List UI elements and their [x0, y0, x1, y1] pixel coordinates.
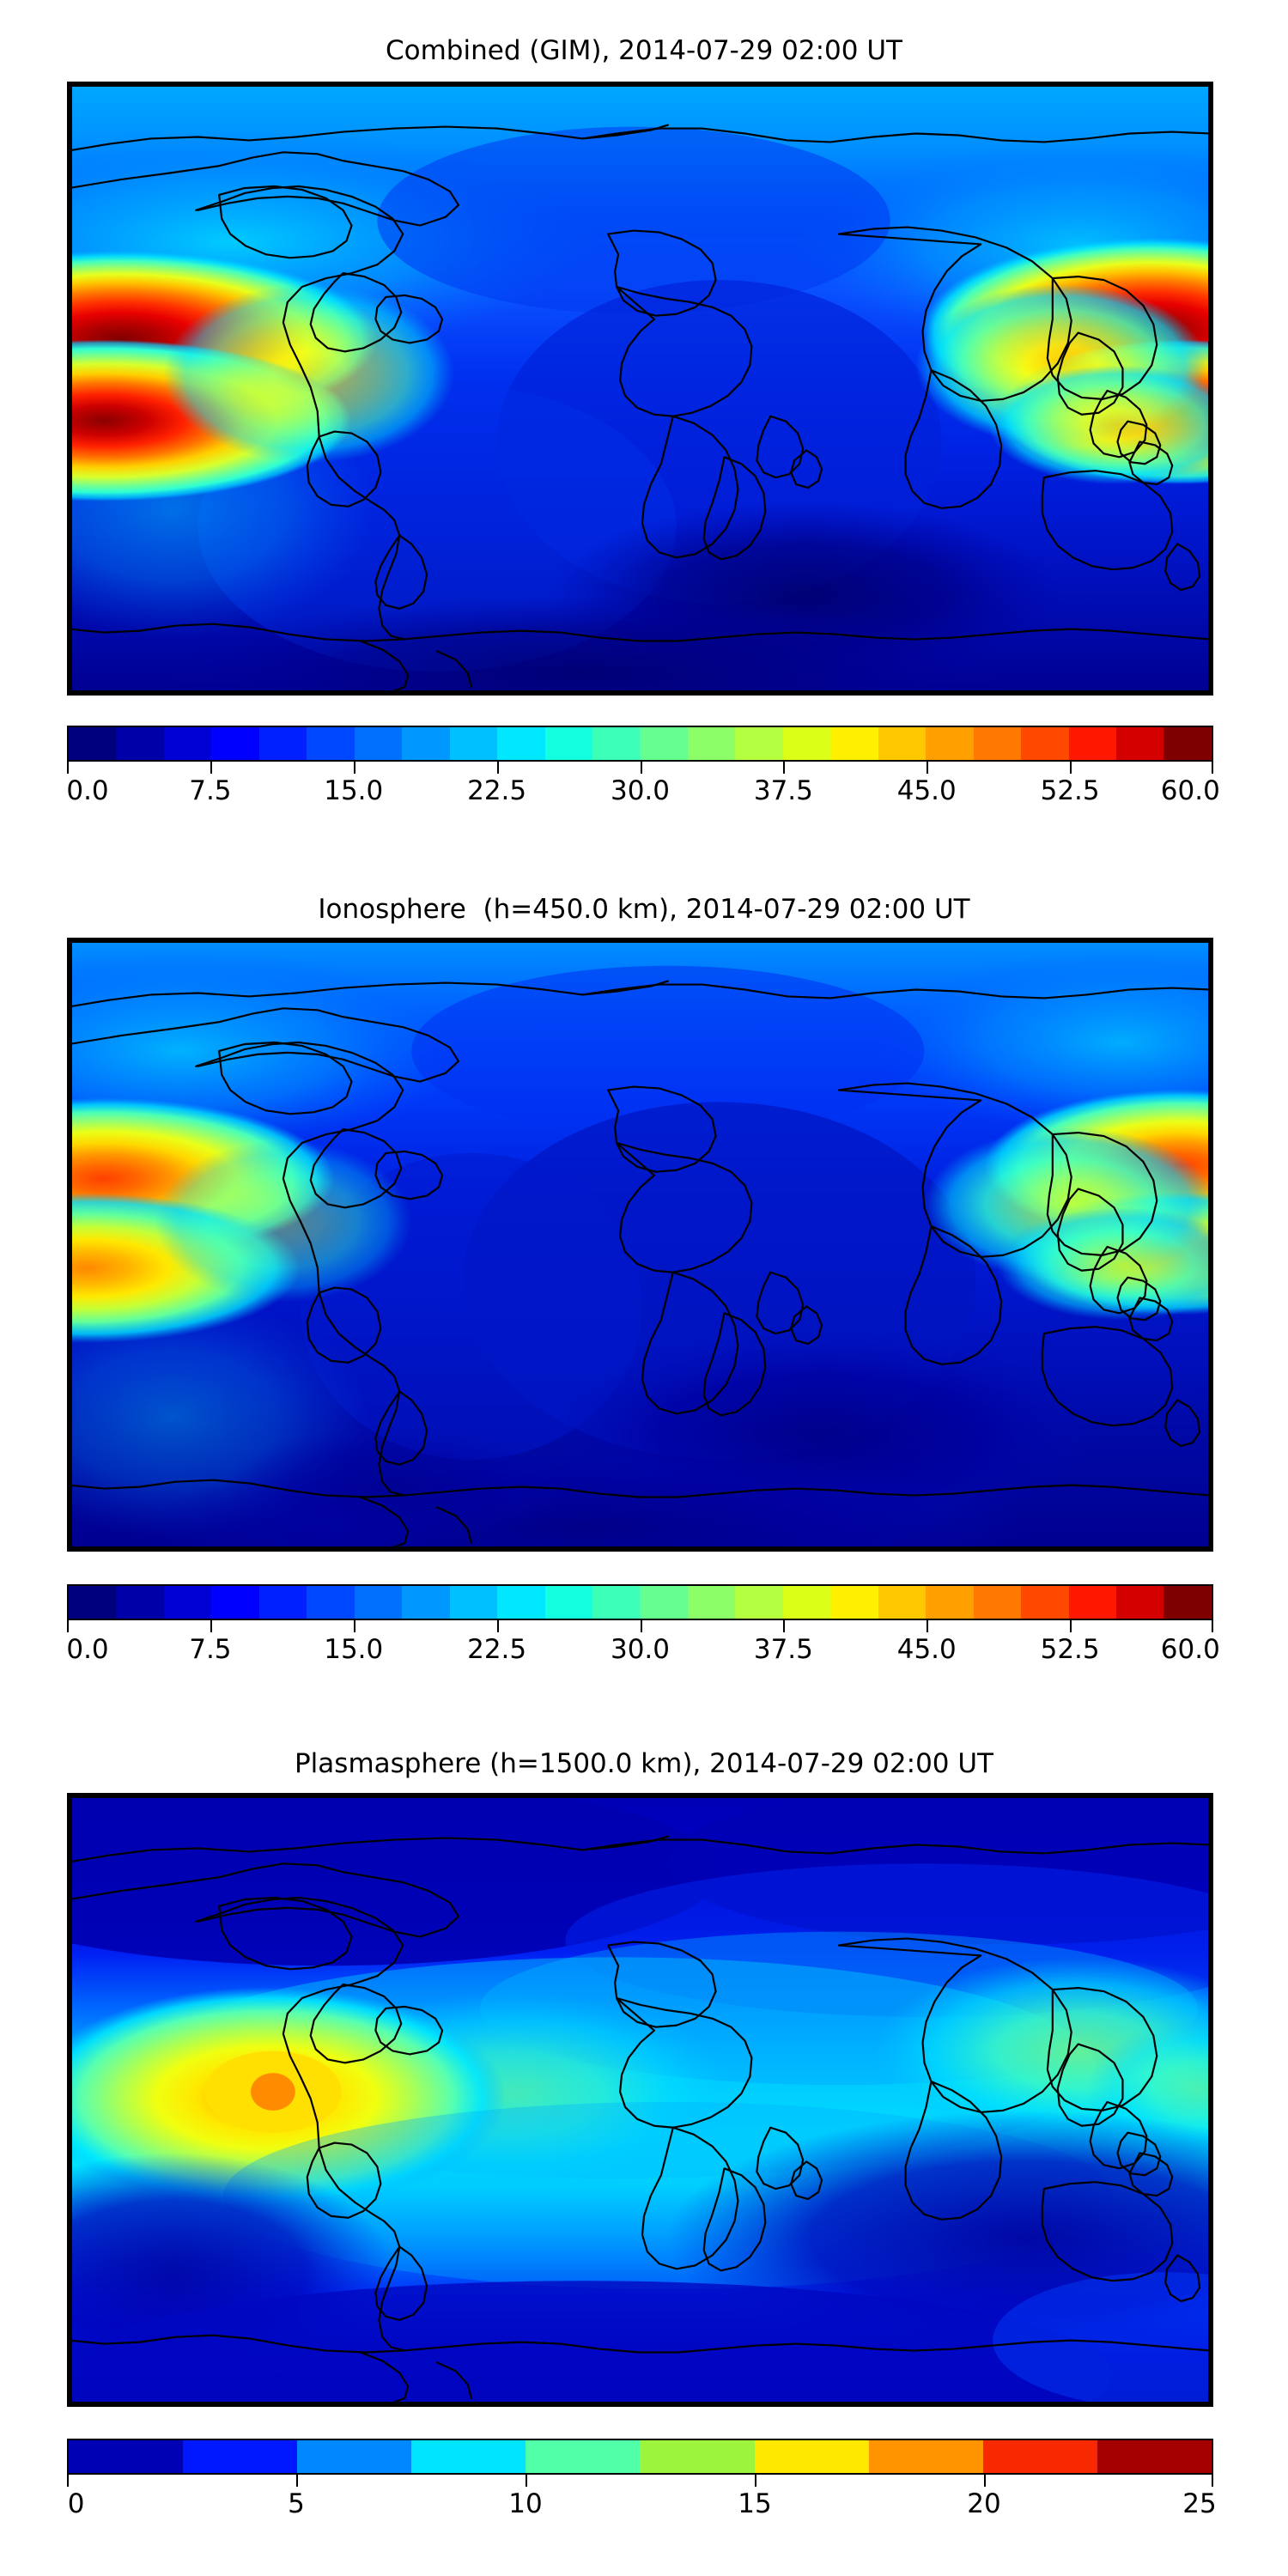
colorbar-labels-3: 0 5 10 15 20 25: [67, 2488, 1217, 2523]
cbar1-tick-label: 37.5: [753, 775, 813, 806]
cbar1-tick-label: 15.0: [324, 775, 384, 806]
colorbar-ticks-1: [67, 762, 1213, 775]
panel-title-ionosphere-450: Ionosphere (h=450.0 km), 2014-07-29 02:0…: [318, 894, 970, 925]
cbar2-tick-label: 52.5: [1040, 1634, 1100, 1665]
cbar2-tick-label: 7.5: [189, 1634, 232, 1665]
panel-plasmasphere-1500: Plasmasphere (h=1500.0 km), 2014-07-29 0…: [0, 1747, 1288, 1780]
map-svg-plasmasphere-1500: [70, 1795, 1211, 2404]
cbar2-tick-label: 0.0: [66, 1634, 109, 1665]
colorbar-gradient-1: [67, 726, 1213, 762]
cbar1-tick-label: 30.0: [610, 775, 671, 806]
cbar1-tick-label: 7.5: [189, 775, 232, 806]
panel-title-plasmasphere-1500: Plasmasphere (h=1500.0 km), 2014-07-29 0…: [294, 1748, 993, 1779]
map-svg-ionosphere-450: [70, 940, 1211, 1549]
cbar3-tick-label: 0: [67, 2488, 85, 2519]
cbar3-tick-label: 20: [967, 2488, 1001, 2519]
cbar1-tick-label: 60.0: [1160, 775, 1220, 806]
cbar1-tick-label: 52.5: [1040, 775, 1100, 806]
cbar1-tick-label: 22.5: [467, 775, 527, 806]
map-combined-gim: [67, 82, 1213, 696]
cbar3-tick-label: 15: [738, 2488, 772, 2519]
colorbar-combined-gim: 0.0 7.5 15.0 22.5 30.0 37.5 45.0 52.5 60…: [66, 726, 1220, 810]
map-plasmasphere-1500: [67, 1793, 1213, 2407]
cbar3-tick-label: 10: [508, 2488, 543, 2519]
colorbar-gradient-3: [67, 2439, 1213, 2475]
panel-ionosphere-450: Ionosphere (h=450.0 km), 2014-07-29 02:0…: [0, 893, 1288, 926]
coastline-overlay: [70, 980, 1211, 1549]
colorbar-plasmasphere-1500: 0 5 10 15 20 25: [67, 2439, 1217, 2523]
cbar3-tick-label: 5: [288, 2488, 305, 2519]
cbar2-tick-label: 22.5: [467, 1634, 527, 1665]
map-ionosphere-450: [67, 938, 1213, 1552]
colorbar-ionosphere-450: 0.0 7.5 15.0 22.5 30.0 37.5 45.0 52.5 60…: [66, 1584, 1220, 1668]
colorbar-labels-1: 0.0 7.5 15.0 22.5 30.0 37.5 45.0 52.5 60…: [66, 775, 1219, 810]
cbar3-tick-label: 25: [1182, 2488, 1217, 2519]
cbar2-tick-label: 15.0: [324, 1634, 384, 1665]
map-svg-combined-gim: [70, 84, 1211, 693]
cbar2-tick-label: 37.5: [753, 1634, 813, 1665]
cbar2-tick-label: 60.0: [1160, 1634, 1220, 1665]
cbar1-tick-label: 45.0: [896, 775, 957, 806]
panel-combined-gim: Combined (GIM), 2014-07-29 02:00 UT: [0, 34, 1288, 67]
cbar1-tick-label: 0.0: [66, 775, 109, 806]
cbar2-tick-label: 45.0: [896, 1634, 957, 1665]
coastline-overlay: [70, 124, 1211, 693]
colorbar-gradient-2: [67, 1584, 1213, 1620]
colorbar-labels-2: 0.0 7.5 15.0 22.5 30.0 37.5 45.0 52.5 60…: [66, 1634, 1219, 1668]
cbar2-tick-label: 30.0: [610, 1634, 671, 1665]
panel-title-combined-gim: Combined (GIM), 2014-07-29 02:00 UT: [386, 35, 902, 66]
colorbar-ticks-2: [67, 1620, 1213, 1634]
coastline-overlay: [70, 1835, 1211, 2404]
colorbar-ticks-3: [67, 2475, 1213, 2488]
